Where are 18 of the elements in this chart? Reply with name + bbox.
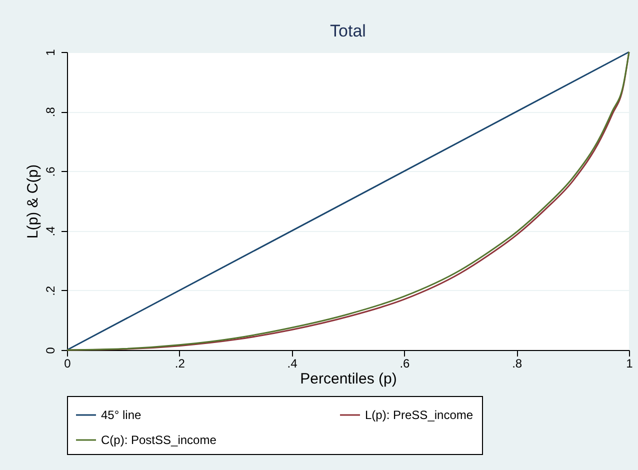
x-axis-title: Percentiles (p) xyxy=(300,370,397,388)
chart-title: Total xyxy=(330,22,366,41)
x-tick-label: .8 xyxy=(512,356,522,370)
x-tick-label: 0 xyxy=(64,356,72,370)
y-tick-label: .2 xyxy=(44,286,58,296)
legend-label: L(p): PreSS_income xyxy=(365,408,474,422)
y-tick-label: .4 xyxy=(44,226,58,236)
y-axis-title: L(p) & C(p) xyxy=(24,164,42,239)
legend-label: C(p): PostSS_income xyxy=(101,433,217,447)
y-tick-label: 1 xyxy=(44,48,58,56)
y-tick-label: .8 xyxy=(44,106,58,118)
x-tick-label: 1 xyxy=(626,356,634,370)
x-tick-label: .2 xyxy=(174,356,186,370)
legend-label: 45° line xyxy=(101,408,142,422)
x-tick-label: .4 xyxy=(287,356,298,370)
y-tick-label: 0 xyxy=(44,346,58,354)
x-tick-label: .6 xyxy=(400,356,410,370)
y-tick-label: .6 xyxy=(44,166,58,177)
